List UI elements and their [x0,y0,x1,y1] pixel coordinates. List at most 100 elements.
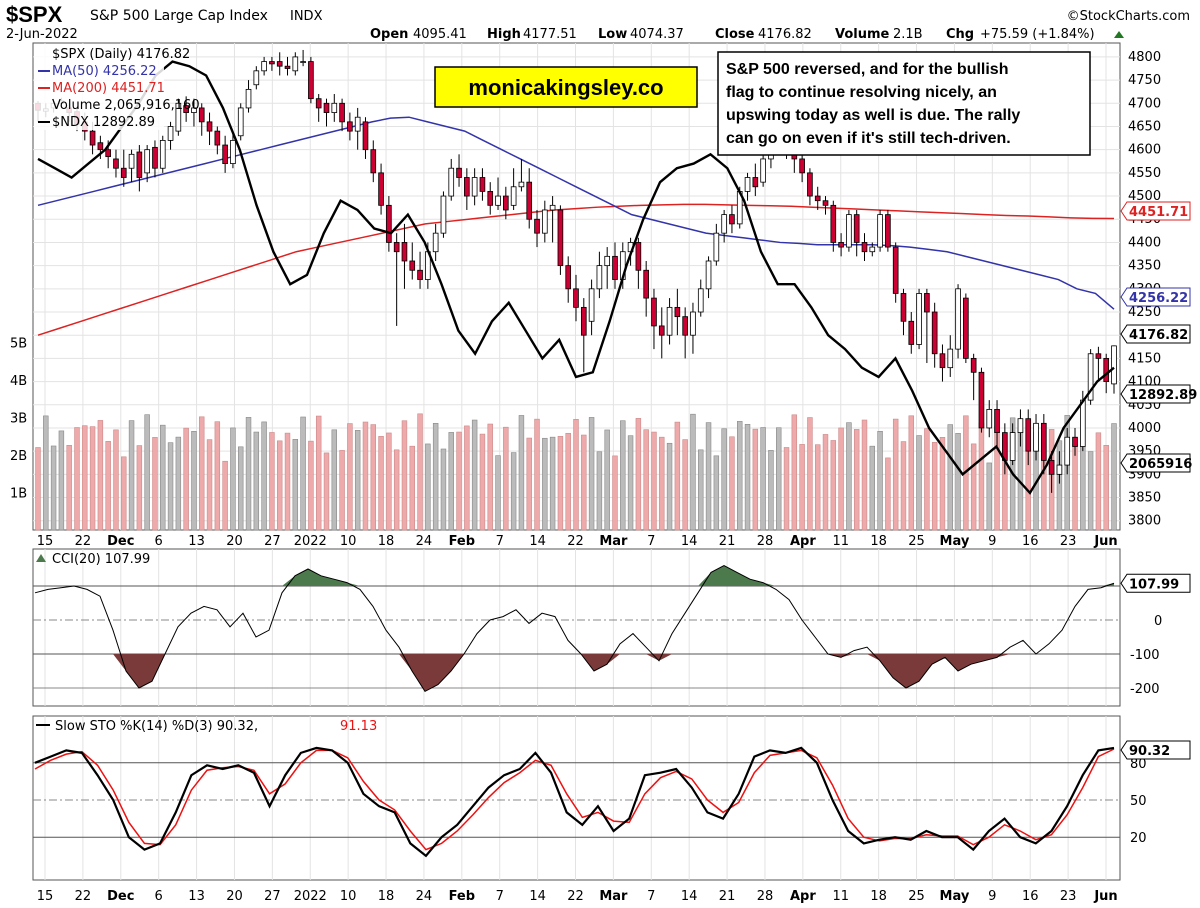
candle-body [1025,418,1032,452]
volume-bar [300,416,306,531]
volume-value: 2.1B [893,27,923,42]
x-tick-label: 23 [1060,889,1077,904]
volume-bar [1087,451,1094,531]
volume-bar [799,444,805,531]
volume-bar [230,427,236,531]
candle-body [105,149,111,158]
x-tick-label: Apr [790,534,816,549]
volume-bar [620,420,626,531]
ma50-tag-box [1120,287,1191,307]
candle-body [908,320,915,345]
panel-frame [32,715,1121,881]
candle-body [370,149,377,174]
x-tick-label: 21 [719,534,736,549]
x-tick-label: Mar [599,534,628,549]
x-tick-label: Apr [790,889,816,904]
price-tick-label: 3800 [1128,514,1161,529]
volume-bar [877,430,883,531]
volume-bar [245,417,252,531]
x-tick-label: 6 [155,534,163,549]
volume-bar [776,427,782,531]
legend-price: $SPX (Daily) 4176.82 [52,47,190,62]
cci-fill-negative [906,654,919,688]
price-tick-label: 3850 [1128,491,1161,506]
volume-bar [393,449,400,531]
x-tick-label: 28 [757,889,774,904]
volume-bar [440,448,447,531]
volume-bar [604,429,610,531]
candle-body [456,167,462,178]
x-tick-label: 22 [567,889,584,904]
low-value: 4074.37 [630,27,684,42]
price-tick-label: 4250 [1128,305,1161,320]
x-tick-label: 9 [988,534,996,549]
x-tick-label: 27 [264,534,281,549]
volume-bar [175,436,182,531]
price-tick-label: 4350 [1128,259,1161,274]
candle-body [924,293,930,313]
cci-fill-negative [412,654,425,692]
candle-body [409,260,416,271]
chg-value: +75.59 (+1.84%) [980,27,1095,42]
x-tick-label: 22 [75,534,92,549]
cci-tick-label: 0 [1154,614,1162,629]
high-value: 4177.51 [523,27,577,42]
x-tick-label: 18 [378,889,395,904]
annotation-line-3: upswing today as well is due. The rally [726,107,1020,124]
candle-body [526,181,533,220]
x-tick-label: May [940,534,970,549]
volume-bar [464,425,470,531]
volume-bar [105,441,111,531]
candle-body [191,107,197,113]
volume-bar [66,445,72,531]
price-panel: 15 22 Dec 6 13 20 27 2022 10 18 24 Feb 7 14 22 Mar 7 14 21… [10,50,1197,549]
low-label: Low [598,27,627,42]
volume-bar [362,421,369,531]
candle-body [113,158,119,169]
candle-body [308,61,314,100]
candle-body [853,214,860,243]
candle-body [417,269,423,280]
volume-bar [853,429,860,531]
candle-body [1111,345,1117,385]
volume-bar [814,444,821,531]
volume-bar [526,437,532,531]
volume-bar [627,435,634,531]
price-tick-label: 4400 [1128,235,1161,250]
price-tick-label: 4500 [1128,189,1161,204]
exchange-label: INDX [290,9,323,24]
candle-body [721,214,727,234]
volume-bar [822,434,829,531]
candle-body [136,151,143,178]
candle-body [963,297,969,359]
volume-bar [510,452,517,531]
cci-fill-negative [919,654,932,682]
candle-body [705,260,712,290]
volume-bar [121,456,127,531]
x-tick-label: 10 [340,889,357,904]
volume-bar [1072,444,1078,531]
volume-bar [861,419,868,531]
x-tick-label: 9 [988,889,996,904]
cci-fill-positive [698,572,711,586]
cci-tick-label: -200 [1130,682,1160,697]
candle-body [549,204,556,211]
volume-tick-label: 2B [10,449,27,464]
volume-bar [401,420,408,531]
volume-bar [183,427,189,531]
x-tick-label: Feb [449,889,475,904]
x-tick-label: 27 [264,889,281,904]
candle-body [690,311,696,336]
x-tick-label: Jun [1093,889,1117,904]
candle-body [393,242,400,253]
candle-body [487,191,494,206]
volume-bar [916,435,922,531]
volume-tag-box [1120,453,1191,473]
candle-body [885,214,891,248]
candle-body [838,242,844,248]
stochastic-panel: 15 22 Dec 6 13 20 27 2022 10 18 24 Feb 7 14 22 Mar 7 14 21… [33,740,1191,904]
candle-body [604,255,611,267]
volume-bar [752,428,759,531]
x-tick-label: 7 [647,534,655,549]
sto-tag: 90.32 [1129,744,1170,759]
